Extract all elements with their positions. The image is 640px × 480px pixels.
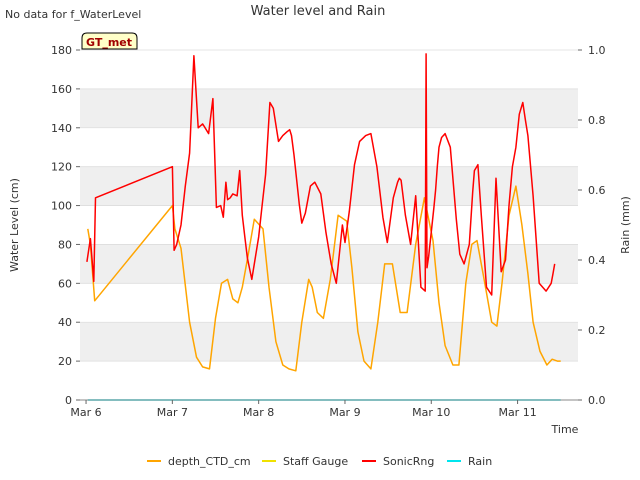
y2-tick-label: 0.0 — [588, 394, 606, 407]
y-tick-label: 140 — [51, 122, 72, 135]
y-tick-label: 180 — [51, 44, 72, 57]
legend-label: depth_CTD_cm — [168, 455, 251, 468]
grid-band — [80, 50, 578, 89]
x-tick-label: Mar 6 — [70, 406, 101, 419]
legend-item: Staff Gauge — [262, 455, 348, 468]
legend-item: depth_CTD_cm — [147, 455, 251, 468]
y-tick-label: 100 — [51, 200, 72, 213]
y2-tick-label: 0.6 — [588, 184, 606, 197]
legend-item: Rain — [447, 455, 492, 468]
chart-title: Water level and Rain — [251, 4, 386, 19]
x-axis-label: Time — [551, 423, 579, 436]
grid-band — [80, 322, 578, 362]
series-line-depth-ctd-cm — [87, 185, 561, 372]
legend-label: Staff Gauge — [283, 455, 348, 468]
y-tick-label: 60 — [58, 277, 72, 290]
badge-label: GT_met — [86, 36, 132, 49]
gt-met-badge: GT_met — [81, 32, 138, 50]
grid-bands — [80, 50, 578, 400]
y2-tick-label: 1.0 — [588, 44, 606, 57]
y2-axis-label: Rain (mm) — [619, 196, 632, 254]
y-tick-label: 80 — [58, 238, 72, 251]
grid-band — [80, 127, 578, 167]
grid-band — [80, 166, 578, 206]
grid-band — [80, 361, 578, 400]
legend-label: Rain — [468, 455, 492, 468]
x-tick-label: Mar 7 — [157, 406, 188, 419]
y2-tick-label: 0.8 — [588, 114, 606, 127]
x-tick-label: Mar 9 — [329, 406, 360, 419]
badge-box — [81, 32, 138, 50]
y2-tick-label: 0.2 — [588, 324, 606, 337]
legend: depth_CTD_cm Staff Gauge SonicRng Rain — [147, 455, 492, 468]
legend-label: SonicRng — [383, 455, 434, 468]
y-tick-label: 20 — [58, 355, 72, 368]
x-tick-label: Mar 10 — [412, 406, 450, 419]
legend-item: SonicRng — [362, 455, 434, 468]
y-tick-label: 0 — [65, 394, 72, 407]
grid-band — [80, 88, 578, 128]
y2-tick-label: 0.4 — [588, 254, 606, 267]
x-tick-label: Mar 11 — [498, 406, 536, 419]
grid-band — [80, 205, 578, 245]
no-data-note: No data for f_WaterLevel — [5, 8, 141, 21]
series-line-sonicrng — [86, 53, 556, 296]
y-tick-label: 120 — [51, 161, 72, 174]
y-tick-label: 40 — [58, 316, 72, 329]
plot-frame — [80, 49, 578, 401]
y-tick-label: 160 — [51, 83, 72, 96]
y-axis-label: Water Level (cm) — [8, 178, 21, 272]
axes-layer: 0 20 40 60 80 100 120 140 160 180 0.0 0.2 0.4 0.6 0.8 1… — [51, 44, 606, 419]
x-tick-label: Mar 8 — [243, 406, 274, 419]
